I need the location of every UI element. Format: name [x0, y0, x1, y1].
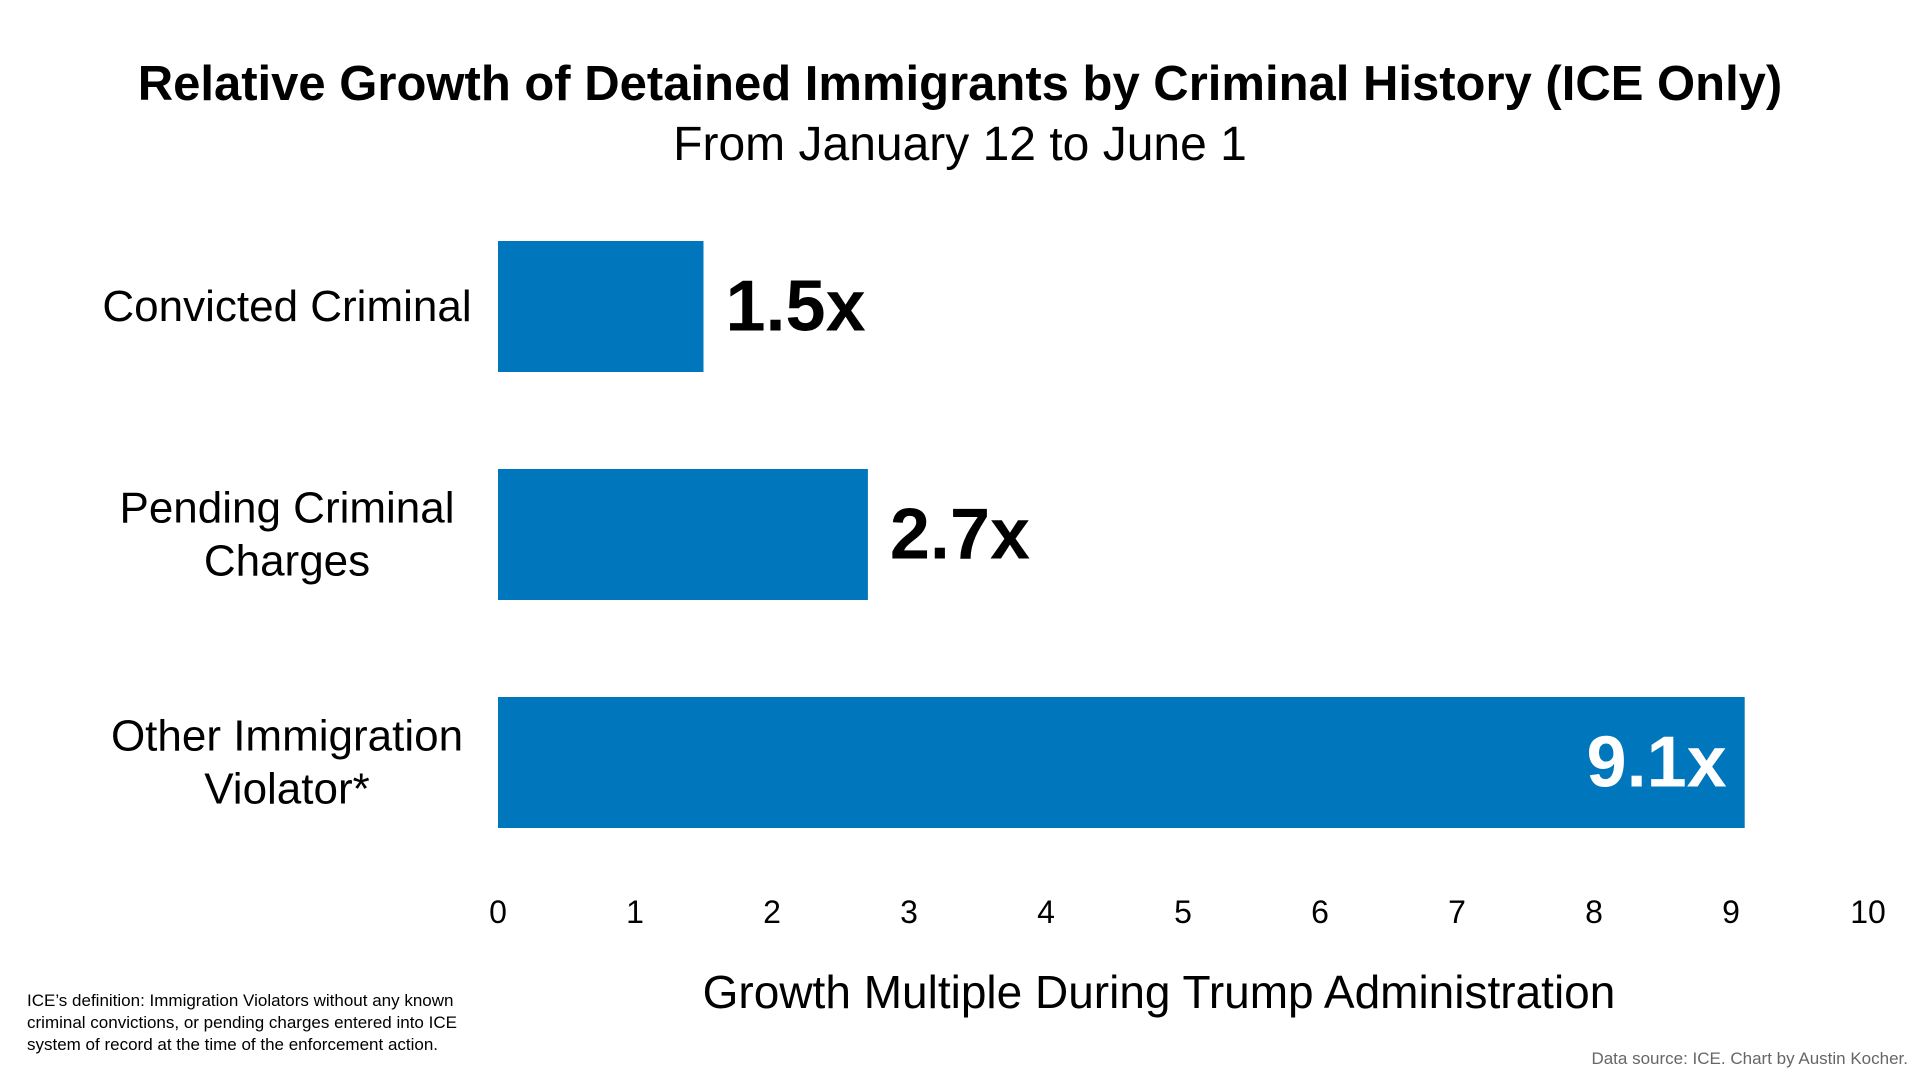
category-label-2-0: Other Immigration: [111, 712, 463, 761]
source-note: Data source: ICE. Chart by Austin Kocher…: [1591, 1049, 1908, 1068]
x-tick-label-1: 1: [626, 894, 644, 930]
x-tick-label-10: 10: [1850, 894, 1886, 930]
category-label-0-0: Convicted Criminal: [102, 282, 471, 331]
category-label-2-1: Violator*: [204, 765, 370, 814]
data-label-0: 1.5x: [726, 267, 866, 347]
bar-2: [498, 697, 1745, 828]
chart-subtitle: From January 12 to June 1: [673, 118, 1247, 171]
x-tick-label-6: 6: [1311, 894, 1329, 930]
x-tick-label-8: 8: [1585, 894, 1603, 930]
x-tick-label-5: 5: [1174, 894, 1192, 930]
x-tick-label-2: 2: [763, 894, 781, 930]
x-tick-label-0: 0: [489, 894, 507, 930]
x-tick-label-4: 4: [1037, 894, 1055, 930]
x-axis-title: Growth Multiple During Trump Administrat…: [703, 966, 1616, 1018]
category-label-1-0: Pending Criminal: [119, 484, 454, 533]
data-label-1: 2.7x: [890, 495, 1030, 575]
footnote: ICE’s definition: Immigration Violators …: [27, 991, 457, 1054]
chart-title: Relative Growth of Detained Immigrants b…: [137, 57, 1783, 111]
category-label-1-1: Charges: [204, 537, 370, 586]
bar-1: [498, 469, 868, 600]
data-label-2: 9.1x: [1587, 723, 1727, 803]
x-tick-label-7: 7: [1448, 894, 1466, 930]
x-tick-label-3: 3: [900, 894, 918, 930]
bar-0: [498, 241, 704, 372]
x-tick-label-9: 9: [1722, 894, 1740, 930]
